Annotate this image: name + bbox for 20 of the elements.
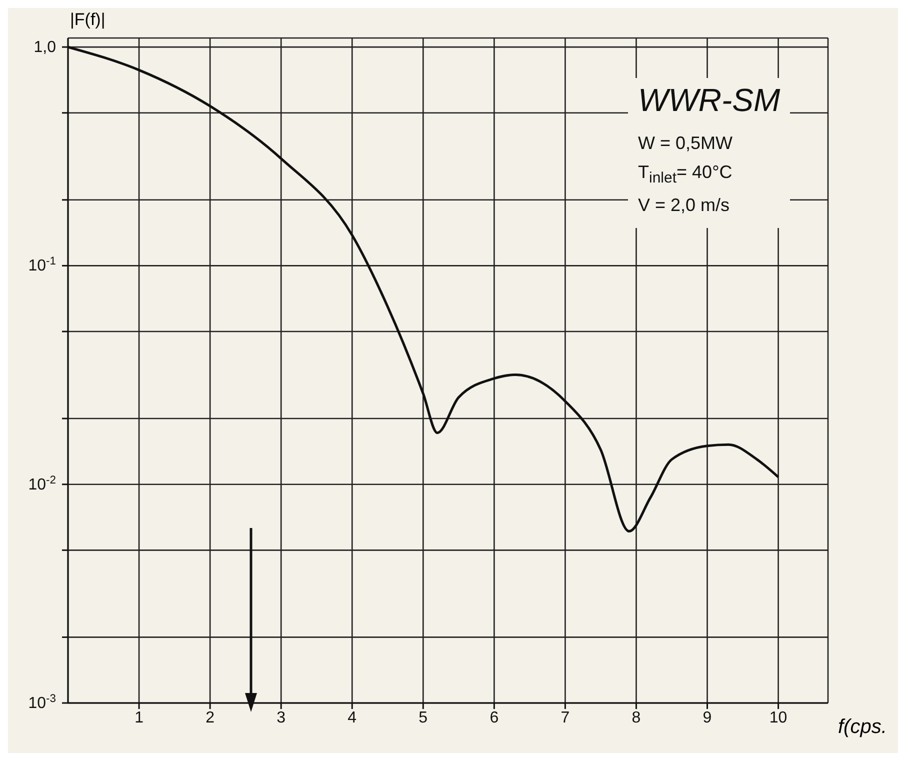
x-tick-label: 3 [276,709,286,726]
annotation: WWR-SM [638,82,780,119]
x-axis-title: f(cps. [838,716,887,739]
x-tick-label: 5 [418,709,428,726]
x-tick-label: 8 [632,709,641,726]
y-tick-label: 1,0 [34,39,56,56]
x-tick-label: 4 [348,709,357,726]
y-tick-label: 10$^{-1}$ [28,256,56,275]
x-tick-label: 1 [134,709,144,726]
x-tick-label: 10 [769,709,788,726]
x-tick-label: 6 [490,709,499,726]
y-tick-label: 10$^{-3}$ [28,693,56,712]
x-tick-label: 7 [560,709,570,726]
annotation: V = 2,0 m/s [638,194,731,216]
annotation: W = 0,5MW [638,133,734,154]
annotation: T$_{inlet}$= 40°C [638,162,734,187]
x-tick-label: 9 [702,709,712,726]
y-axis-title: |F(f)| [70,10,106,30]
y-tick-label: 10$^{-2}$ [28,474,56,494]
x-tick-label: 2 [206,709,215,726]
